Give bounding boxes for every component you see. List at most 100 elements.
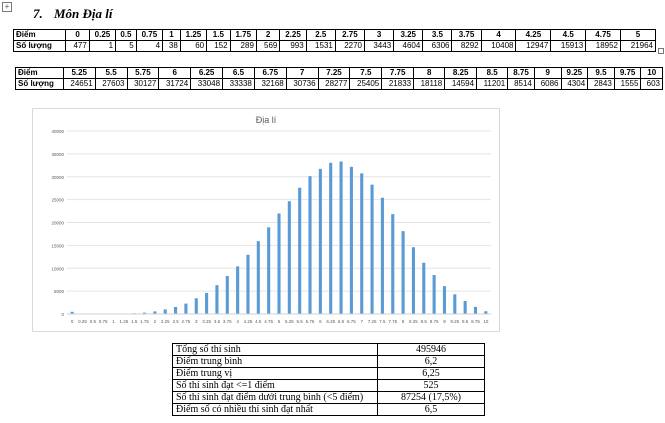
bar: [287, 201, 291, 314]
bar: [453, 294, 457, 314]
x-tick-label: 9: [443, 319, 446, 324]
y-tick-label: 20000: [51, 221, 64, 226]
score-cell: 4.25: [515, 29, 552, 41]
y-tick-label: 5000: [54, 289, 65, 294]
count-cell: 33338: [222, 78, 255, 90]
x-tick-label: 3: [195, 319, 198, 324]
bar: [349, 166, 353, 314]
x-tick-label: 3.25: [202, 319, 211, 324]
summary-label: Điểm số có nhiều thí sinh đạt nhất: [172, 403, 378, 416]
count-cell: 1: [88, 40, 117, 52]
x-tick-label: 0: [71, 319, 74, 324]
bar: [153, 311, 157, 314]
x-tick-label: 9.5: [462, 319, 469, 324]
bar: [391, 214, 395, 314]
count-cell: 60: [179, 40, 208, 52]
x-tick-label: 1.75: [140, 319, 149, 324]
x-tick-label: 7.25: [368, 319, 377, 324]
x-tick-label: 6.25: [326, 319, 335, 324]
summary-label: Số thí sinh đạt <=1 điểm: [172, 379, 378, 392]
count-cell: 15913: [550, 40, 587, 52]
score-cell: 2.5: [305, 29, 336, 41]
count-cell: 289: [229, 40, 257, 52]
x-tick-label: 4: [236, 319, 239, 324]
score-cell: 8.5: [476, 67, 509, 79]
count-cell: 18952: [585, 40, 621, 52]
score-cell: 0: [65, 29, 90, 41]
x-tick-label: 4.75: [264, 319, 273, 324]
chart-title: Địa lí: [256, 115, 277, 125]
section-number: 7.: [33, 6, 43, 21]
summary-value: 495946: [377, 343, 485, 356]
score-cell: 4.75: [585, 29, 621, 41]
score-cell: 0.5: [115, 29, 137, 41]
count-cell: 38: [162, 40, 181, 52]
score-cell: 5.75: [126, 67, 160, 79]
summary-value: 6,5: [377, 403, 485, 416]
x-tick-label: 3.75: [223, 319, 232, 324]
x-tick-label: 8.5: [421, 319, 428, 324]
count-cell: 8292: [451, 40, 482, 52]
count-cell: 4604: [393, 40, 424, 52]
score-row: Điểm 5.25 5.5 5.75 6 6.25 6.5 6.75 7 7.25 7.5 7.75 8…: [15, 67, 663, 79]
summary-label: Điểm trung vị: [172, 367, 378, 380]
bar: [473, 306, 478, 314]
bar: [277, 213, 281, 314]
x-tick-label: 6: [319, 319, 322, 324]
score-table-part1: Điểm 0 0.25 0.5 0.75 1 1.25 1.5 1.75 2 2.25 2.5 2.75…: [12, 29, 656, 52]
score-cell: 7.25: [317, 67, 351, 79]
count-cell: 6086: [533, 78, 562, 90]
score-cell: 3.75: [451, 29, 482, 41]
summary-label: Tổng số thí sinh: [172, 343, 378, 356]
score-cell: 6.75: [253, 67, 287, 79]
count-cell: 6306: [422, 40, 453, 52]
summary-table: Tổng số thí sinh 495946 Điểm trung bình 6,2…: [172, 343, 485, 416]
summary-row: Số thí sinh đạt điểm dưới trung bình (<5…: [172, 391, 485, 404]
bar: [411, 247, 415, 314]
score-cell: 3.25: [393, 29, 424, 41]
bar: [463, 300, 467, 314]
score-cell: 3: [363, 29, 395, 41]
count-cell: 477: [65, 40, 90, 52]
bar: [380, 197, 384, 314]
bar: [432, 275, 436, 314]
count-cell: 30736: [285, 78, 319, 90]
x-tick-label: 5: [278, 319, 281, 324]
score-cell: 8.75: [507, 67, 535, 79]
score-cell: 5: [620, 29, 656, 41]
score-label-cell: Điểm: [15, 67, 64, 79]
x-tick-label: 1.25: [119, 319, 128, 324]
table-resize-handle[interactable]: [658, 48, 664, 54]
count-cell: 10408: [480, 40, 517, 52]
bar: [401, 231, 405, 314]
count-cell: 4: [135, 40, 164, 52]
table-move-handle-icon[interactable]: +: [2, 2, 12, 12]
x-tick-label: 0.5: [90, 319, 97, 324]
summary-label: Điểm trung bình: [172, 355, 378, 368]
score-distribution-chart[interactable]: Địa lí 0 5000 10000 15000 20000 25000 30000 3500…: [32, 108, 500, 332]
score-cell: 10: [640, 67, 663, 79]
count-label-cell: Số lượng: [12, 40, 67, 52]
count-cell: 31724: [158, 78, 192, 90]
x-tick-label: 2.75: [182, 319, 191, 324]
score-cell: 1.5: [206, 29, 231, 41]
summary-value: 87254 (17,5%): [377, 391, 485, 404]
count-cell: 14594: [444, 78, 478, 90]
x-tick-label: 8.75: [430, 319, 439, 324]
count-row: Số lượng 24651 27603 30127 31724 33048 33338 32…: [15, 78, 663, 90]
score-cell: 5.5: [94, 67, 128, 79]
x-tick-label: 6.5: [338, 319, 345, 324]
x-tick-label: 1.5: [131, 319, 138, 324]
score-label-cell: Điểm: [12, 29, 67, 41]
bar: [70, 311, 74, 314]
x-tick-label: 0.75: [99, 319, 108, 324]
y-tick-label: 35000: [51, 152, 64, 157]
score-cell: 6: [158, 67, 192, 79]
x-tick-label: 5.25: [285, 319, 294, 324]
bar: [422, 262, 426, 314]
x-tick-label: 10: [483, 319, 489, 324]
summary-row: Điểm trung vị 6,25: [172, 367, 485, 380]
score-cell: 8: [413, 67, 446, 79]
count-cell: 18118: [413, 78, 446, 90]
count-cell: 4304: [560, 78, 589, 90]
